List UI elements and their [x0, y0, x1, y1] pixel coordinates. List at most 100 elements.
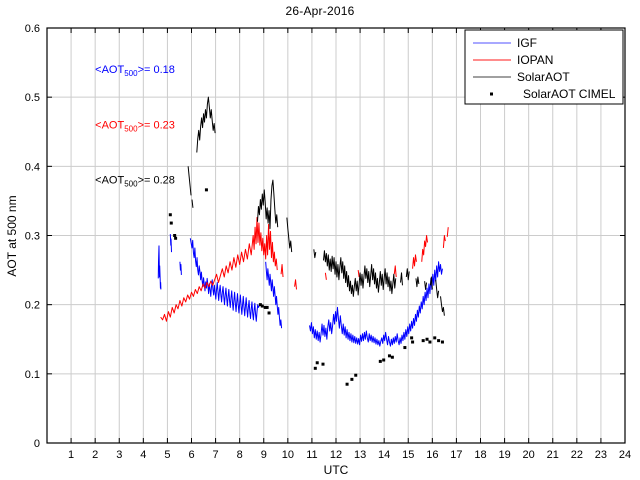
data-point	[174, 236, 178, 240]
x-tick-label: 19	[498, 449, 510, 461]
series-path	[357, 270, 360, 278]
series-path	[324, 272, 327, 280]
series-path	[440, 296, 445, 316]
data-point	[173, 234, 177, 237]
x-tick-label: 13	[354, 449, 366, 461]
series-iopan	[160, 217, 449, 322]
data-point	[387, 354, 391, 358]
data-point	[267, 311, 271, 315]
series-path	[442, 235, 446, 248]
x-tick-label: 8	[237, 449, 243, 461]
legend-label-solaraot[interactable]: SolarAOT	[517, 70, 570, 84]
data-point	[263, 305, 267, 309]
series-path	[169, 234, 173, 253]
legend-dot-swatch	[490, 92, 493, 96]
x-tick-label: 6	[188, 449, 194, 461]
series-path	[294, 279, 297, 290]
series-path	[405, 268, 410, 281]
series-path	[256, 179, 279, 230]
data-point	[390, 355, 394, 359]
legend-box[interactable]: IGF IOPAN SolarAOT SolarAOT CIMEL	[464, 29, 624, 105]
series-path	[421, 235, 429, 262]
chart-title: 26-Apr-2016	[285, 4, 355, 18]
series-path	[429, 276, 433, 290]
series-path	[393, 265, 397, 278]
series-solaraot-cimel	[168, 188, 444, 386]
x-tick-label: 1	[68, 449, 74, 461]
x-tick-label: 7	[213, 449, 219, 461]
data-point	[354, 373, 358, 377]
data-point	[437, 339, 441, 343]
data-point	[425, 337, 429, 341]
legend-label-iopan[interactable]: IOPAN	[517, 53, 553, 67]
series-path	[187, 166, 192, 196]
series-path	[400, 272, 403, 286]
series-solaraot	[187, 96, 445, 316]
data-point	[258, 303, 262, 307]
y-tick-label: 0.4	[25, 161, 40, 173]
series-path	[157, 245, 162, 290]
y-tick-label: 0.5	[25, 92, 40, 104]
series-path	[286, 217, 293, 253]
legend-label-igf[interactable]: IGF	[517, 36, 537, 50]
series-path	[415, 276, 420, 288]
y-tick-label: 0.1	[25, 369, 40, 381]
x-tick-label: 23	[595, 449, 607, 461]
x-tick-label: 15	[402, 449, 414, 461]
data-point	[313, 366, 317, 370]
x-tick-label: 5	[164, 449, 170, 461]
x-tick-label: 22	[571, 449, 583, 461]
series-path	[313, 249, 317, 259]
data-point	[378, 359, 382, 363]
series-path	[424, 281, 428, 290]
x-tick-label: 14	[378, 449, 390, 461]
x-tick-label: 9	[261, 449, 267, 461]
data-point	[410, 336, 414, 340]
data-point	[421, 339, 425, 343]
data-point	[315, 361, 319, 365]
series-path	[322, 250, 397, 297]
x-tick-label: 10	[282, 449, 294, 461]
annotation-layer: <AOT500>= 0.18 <AOT500>= 0.23 <AOT500>= 0.…	[95, 64, 175, 189]
legend-label-solaraot-cimel[interactable]: SolarAOT CIMEL	[523, 87, 616, 101]
x-axis-title: UTC	[324, 463, 349, 477]
x-tick-label: 20	[523, 449, 535, 461]
series-path	[191, 199, 194, 208]
y-axis-title: AOT at 500 nm	[5, 195, 19, 276]
data-point	[382, 358, 386, 362]
x-tick-label: 12	[330, 449, 342, 461]
data-point	[411, 340, 415, 344]
series-path	[265, 261, 283, 329]
data-point	[350, 377, 354, 381]
x-tick-label: 18	[474, 449, 486, 461]
series-path	[196, 96, 216, 153]
axes-layer	[46, 27, 626, 444]
data-point	[265, 305, 269, 309]
x-tick-label: 21	[547, 449, 559, 461]
series-path	[446, 227, 449, 237]
series-path	[160, 217, 278, 322]
series-path	[189, 238, 260, 322]
data-point	[260, 304, 264, 308]
mean-aot-annotation: <AOT500>= 0.23	[95, 119, 175, 133]
data-point	[433, 336, 437, 340]
x-tick-label: 4	[140, 449, 146, 461]
series-path	[309, 261, 443, 347]
mean-aot-annotation: <AOT500>= 0.18	[95, 64, 175, 78]
x-tick-label: 24	[619, 449, 631, 461]
y-tick-label: 0	[34, 438, 40, 450]
x-tick-label: 11	[306, 449, 317, 461]
series-path	[435, 279, 440, 299]
y-tick-label: 0.3	[25, 231, 40, 243]
series-path	[280, 264, 284, 278]
x-tick-label: 2	[92, 449, 98, 461]
data-point	[403, 346, 407, 350]
data-point	[345, 382, 349, 386]
data-point	[168, 213, 172, 217]
series-path	[412, 254, 417, 269]
x-tick-label: 17	[450, 449, 462, 461]
data-point	[428, 340, 432, 344]
y-tick-label: 0.6	[25, 23, 40, 35]
